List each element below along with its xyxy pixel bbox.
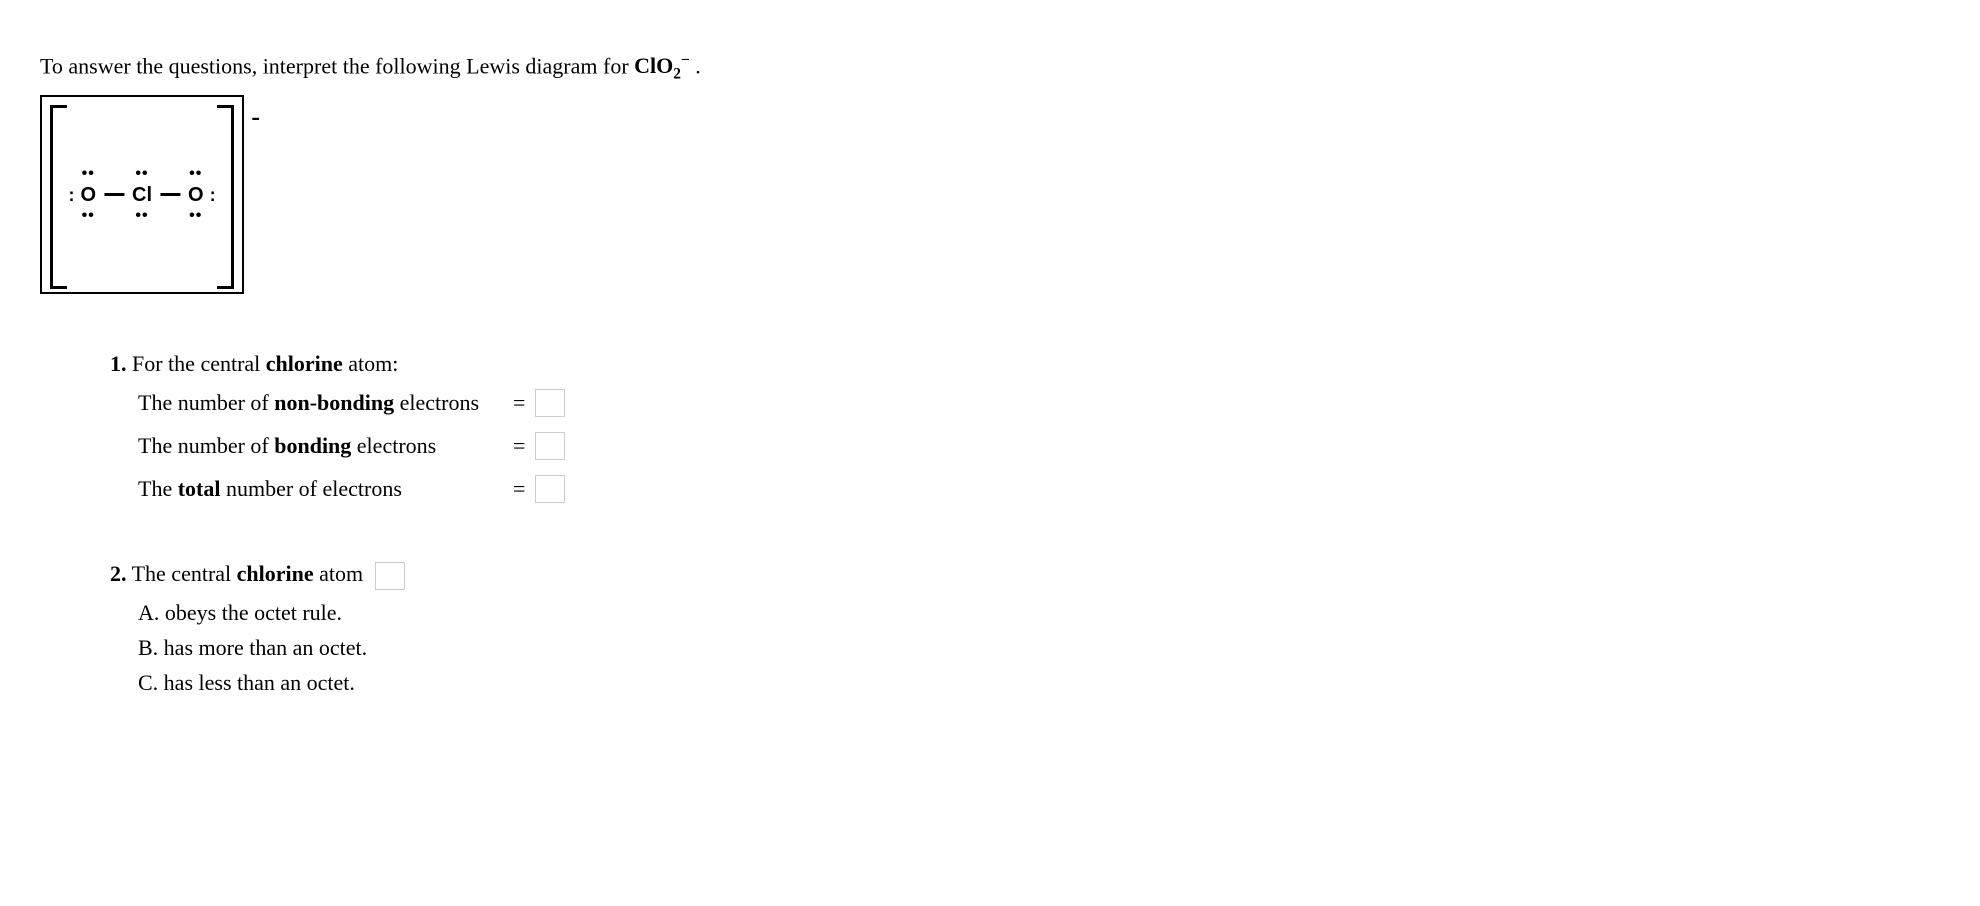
lone-pair-bottom: ••	[189, 213, 202, 219]
lewis-diagram: - •• : O •• •• Cl •• •• O : ••	[40, 95, 244, 294]
q2-text-b: atom	[314, 561, 369, 586]
atom-symbol: O	[188, 184, 204, 206]
lone-pair-top: ••	[135, 171, 148, 177]
bond	[104, 193, 124, 196]
lone-pair-right: :	[210, 188, 216, 202]
atom-o-left: •• : O ••	[74, 175, 102, 215]
formula: ClO2−	[634, 53, 690, 78]
equals-sign: =	[513, 388, 535, 419]
equals-sign: =	[513, 474, 535, 505]
lone-pair-left: :	[68, 188, 74, 202]
q1-bold: chlorine	[266, 351, 343, 376]
q2-bold: chlorine	[237, 561, 314, 586]
q1-text-b: atom:	[343, 351, 399, 376]
option-b: B. has more than an octet.	[138, 633, 1940, 664]
q1-row-bonding: The number of bonding electrons =	[138, 431, 1940, 462]
equals-sign: =	[513, 431, 535, 462]
q1-row-nonbonding: The number of non-bonding electrons =	[138, 388, 1940, 419]
atom-cl: •• Cl ••	[126, 175, 158, 215]
total-electrons-input[interactable]	[535, 475, 565, 503]
q2-text-a: The central	[127, 561, 237, 586]
intro-suffix: .	[690, 53, 701, 78]
bracket-right	[217, 105, 234, 289]
question-2: 2. The central chlorine atom A. obeys th…	[110, 559, 1940, 698]
q1-label: The total number of electrons	[138, 474, 513, 505]
bonding-electrons-input[interactable]	[535, 432, 565, 460]
formula-base: ClO	[634, 53, 673, 78]
octet-answer-input[interactable]	[375, 562, 405, 590]
q1-number: 1.	[110, 351, 127, 376]
bracket-left	[50, 105, 67, 289]
q1-label: The number of bonding electrons	[138, 431, 513, 462]
q1-label: The number of non-bonding electrons	[138, 388, 513, 419]
atom-o-right: •• O : ••	[182, 175, 210, 215]
formula-sub: 2	[673, 66, 681, 83]
q2-header: 2. The central chlorine atom	[110, 559, 1940, 590]
q2-options: A. obeys the octet rule. B. has more tha…	[138, 598, 1940, 698]
atom-symbol: O	[80, 184, 96, 206]
lone-pair-top: ••	[189, 171, 202, 177]
lone-pair-top: ••	[82, 171, 95, 177]
formula-sup: −	[681, 52, 690, 69]
q1-row-total: The total number of electrons =	[138, 474, 1940, 505]
option-c: C. has less than an octet.	[138, 668, 1940, 699]
question-1: 1. For the central chlorine atom: The nu…	[110, 349, 1940, 504]
lone-pair-bottom: ••	[82, 213, 95, 219]
lone-pair-bottom: ••	[135, 213, 148, 219]
option-a: A. obeys the octet rule.	[138, 598, 1940, 629]
ion-charge: -	[251, 99, 260, 135]
q1-header: 1. For the central chlorine atom:	[110, 349, 1940, 380]
atom-symbol: Cl	[132, 184, 152, 206]
q2-number: 2.	[110, 561, 127, 586]
intro-text: To answer the questions, interpret the f…	[40, 50, 1940, 85]
nonbonding-electrons-input[interactable]	[535, 389, 565, 417]
lewis-atoms-row: •• : O •• •• Cl •• •• O : ••	[74, 175, 209, 215]
bond	[160, 193, 180, 196]
intro-prefix: To answer the questions, interpret the f…	[40, 53, 634, 78]
q1-text-a: For the central	[127, 351, 266, 376]
